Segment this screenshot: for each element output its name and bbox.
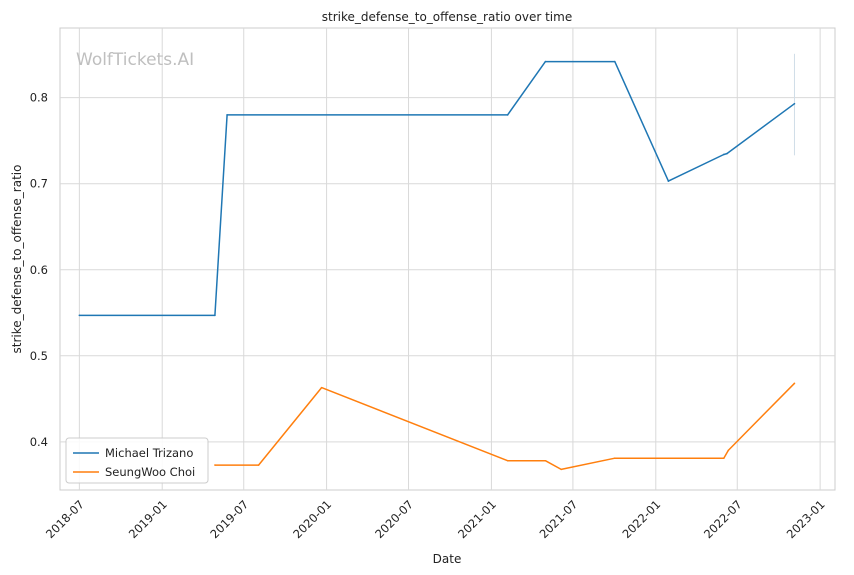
y-tick-labels: 0.4 0.5 0.6 0.7 0.8 — [30, 91, 48, 449]
data-point-seungwoo-choi — [613, 457, 616, 459]
legend-label-seungwoo-choi: SeungWoo Choi — [105, 465, 195, 479]
x-tick-label: 2022-01 — [619, 497, 663, 541]
data-point-seungwoo-choi — [722, 457, 725, 459]
x-axis-label: Date — [433, 552, 462, 566]
x-tick-label: 2022-07 — [701, 497, 745, 541]
y-tick-label: 0.6 — [30, 263, 48, 277]
data-point-seungwoo-choi — [320, 386, 323, 389]
y-tick-label: 0.8 — [30, 91, 48, 105]
data-point-michael-trizano — [722, 153, 725, 156]
data-point-michael-trizano — [793, 102, 796, 105]
series-layer — [78, 60, 796, 471]
x-tick-label: 2019-01 — [126, 497, 170, 541]
watermark: WolfTickets.AI — [76, 50, 194, 70]
data-point-michael-trizano — [226, 114, 228, 116]
y-tick-label: 0.7 — [30, 177, 48, 191]
data-point-michael-trizano — [78, 314, 81, 317]
series-line-michael-trizano — [79, 60, 795, 317]
data-point-michael-trizano — [214, 314, 216, 317]
data-point-michael-trizano — [613, 60, 616, 63]
chart-title: strike_defense_to_offense_ratio over tim… — [322, 10, 572, 24]
data-point-seungwoo-choi — [544, 459, 547, 462]
x-tick-label: 2018-07 — [43, 497, 87, 541]
x-tick-label: 2021-07 — [537, 497, 581, 541]
data-point-seungwoo-choi — [793, 382, 796, 385]
y-tick-label: 0.5 — [30, 349, 48, 363]
x-tick-label: 2020-07 — [372, 497, 416, 541]
data-point-michael-trizano — [544, 60, 547, 63]
data-point-seungwoo-choi — [257, 464, 260, 466]
data-point-seungwoo-choi — [506, 459, 509, 462]
x-tick-label: 2023-01 — [784, 497, 828, 541]
plot-area — [59, 27, 836, 491]
legend-box — [65, 437, 209, 484]
series-line-seungwoo-choi — [214, 382, 796, 471]
data-point-michael-trizano — [667, 180, 670, 182]
y-axis-label: strike_defense_to_offense_ratio — [10, 165, 24, 354]
data-point-michael-trizano — [726, 152, 728, 155]
x-tick-labels: 2018-07 2019-01 2019-07 2020-01 2020-07 2021-… — [43, 497, 828, 541]
x-tick-label: 2020-01 — [290, 497, 334, 541]
data-point-seungwoo-choi — [560, 468, 563, 471]
y-tick-label: 0.4 — [30, 435, 48, 449]
x-tick-label: 2019-07 — [207, 497, 251, 541]
data-point-seungwoo-choi — [727, 449, 730, 452]
data-point-michael-trizano — [506, 114, 509, 116]
legend: Michael Trizano SeungWoo Choi — [65, 437, 209, 484]
grid-x — [78, 28, 821, 490]
legend-label-michael-trizano: Michael Trizano — [105, 446, 193, 460]
data-point-seungwoo-choi — [214, 464, 216, 466]
x-tick-label: 2021-01 — [455, 497, 499, 541]
